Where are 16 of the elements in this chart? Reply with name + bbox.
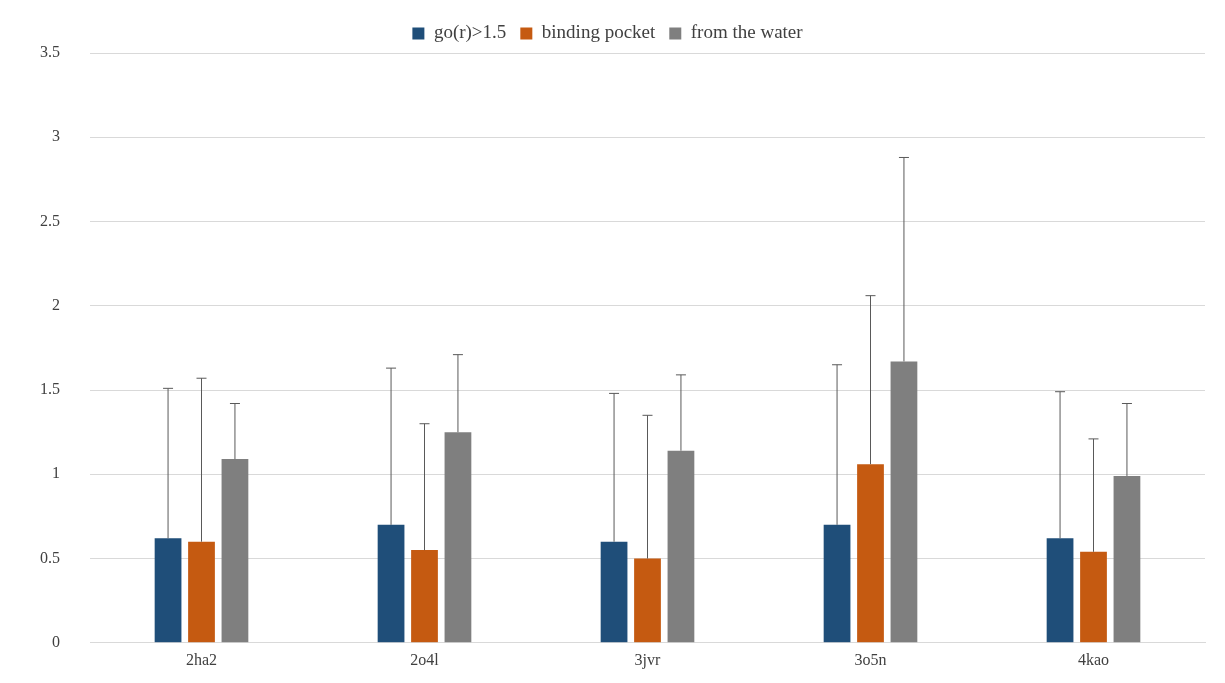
- x-tick-label: 3o5n: [854, 650, 887, 668]
- legend-label: from the water: [690, 21, 804, 43]
- legend-label: binding pocket: [541, 21, 656, 43]
- x-tick-label: 2ha2: [185, 650, 218, 668]
- y-tick-label: 3: [52, 127, 60, 145]
- legend-label: go(r)>1.5: [433, 21, 507, 44]
- y-tick-label: 0: [52, 633, 60, 650]
- y-tick-label: 1.5: [40, 380, 60, 398]
- y-tick-label: 0.5: [40, 548, 60, 566]
- y-tick-label: 1: [52, 464, 60, 482]
- y-tick-label: 3.5: [40, 43, 60, 61]
- x-tick-label: 4kao: [1077, 650, 1110, 668]
- y-tick-label: 2: [52, 295, 60, 313]
- x-tick-label: 3jvr: [634, 650, 662, 669]
- y-tick-label: 2.5: [40, 211, 60, 229]
- x-tick-label: 2o4l: [410, 650, 440, 668]
